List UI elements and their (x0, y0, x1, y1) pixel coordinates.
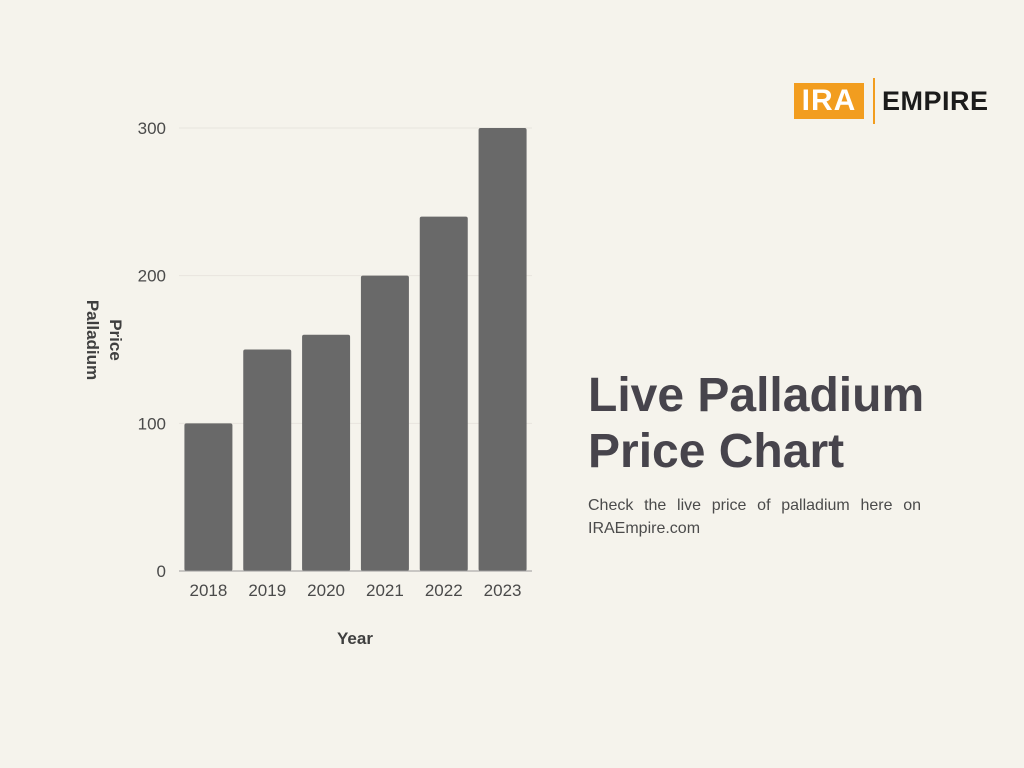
logo-divider (873, 78, 875, 124)
y-axis-title-line1: Palladium (83, 300, 102, 380)
page-description: Check the live price of palladium here o… (588, 497, 921, 537)
x-axis-title: Year (337, 629, 373, 648)
bar-2019 (243, 349, 292, 571)
y-tick-label: 300 (138, 119, 166, 138)
bar-2020 (302, 334, 351, 571)
gridlines (179, 127, 532, 424)
y-axis-title-line2: Price (106, 319, 125, 361)
y-tick-label: 200 (138, 267, 166, 286)
x-axis-ticks: 2018 2019 2020 2021 2022 2023 (190, 581, 522, 600)
x-tick-label: 2020 (307, 581, 345, 600)
page-title: Live Palladium Price Chart (588, 368, 988, 480)
page-title-line1: Live Palladium (588, 369, 925, 422)
y-tick-label: 100 (138, 414, 166, 433)
bar-2023 (478, 128, 527, 571)
y-axis-ticks: 0 100 200 300 (138, 119, 166, 581)
x-tick-label: 2019 (248, 581, 286, 600)
x-tick-label: 2023 (484, 581, 522, 600)
x-tick-label: 2021 (366, 581, 404, 600)
bars (184, 128, 527, 571)
page-title-line2: Price Chart (588, 425, 845, 478)
y-tick-label: 0 (157, 562, 166, 581)
x-tick-label: 2018 (190, 581, 228, 600)
x-tick-label: 2022 (425, 581, 463, 600)
bar-2022 (419, 216, 468, 571)
logo-empire-text: EMPIRE (882, 85, 989, 116)
bar-2021 (360, 275, 409, 571)
ira-empire-logo: IRA EMPIRE (794, 78, 989, 124)
bar-2018 (184, 423, 233, 571)
logo-ira-mark: IRA (794, 83, 864, 119)
